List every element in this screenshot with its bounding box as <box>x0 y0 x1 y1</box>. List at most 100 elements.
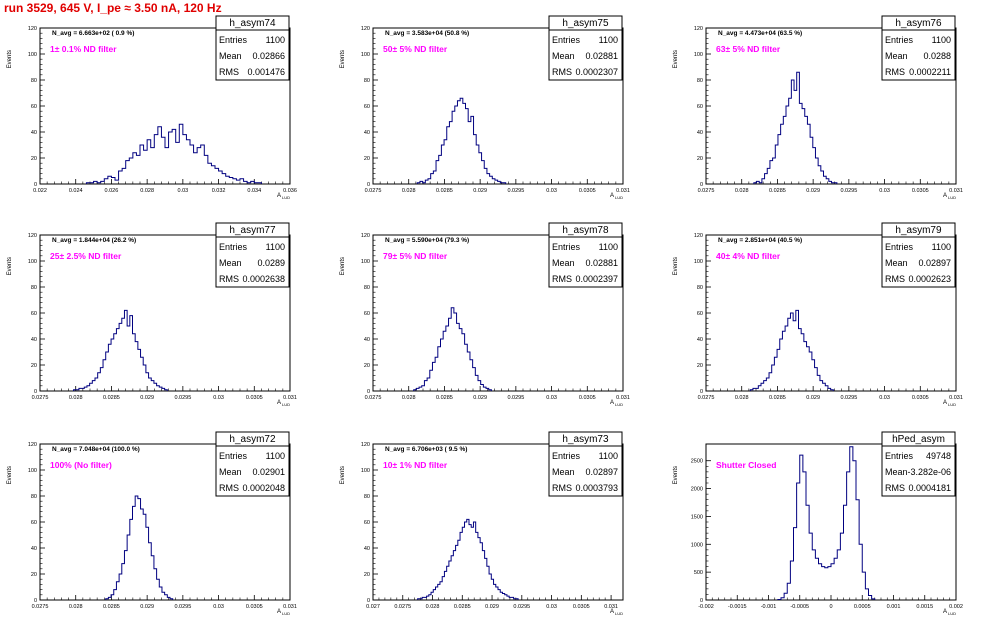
stats-label: RMS <box>219 67 239 77</box>
x-tick-label: 0.031 <box>283 395 297 401</box>
histogram-series <box>416 97 507 184</box>
x-tick-label: 0.0285 <box>436 188 453 194</box>
y-tick-label: 80 <box>697 78 703 84</box>
stats-label: Mean <box>552 258 575 268</box>
stats-value: 0.0002638 <box>242 274 285 284</box>
stats-value: 1100 <box>266 35 285 45</box>
x-axis-label-sub: LUD <box>948 195 956 200</box>
x-axis-label-sub: LUD <box>948 402 956 407</box>
x-tick-label: -0.001 <box>761 604 777 610</box>
filter-label: 1± 0.1% ND filter <box>50 44 117 54</box>
stats-label: Mean <box>885 258 908 268</box>
x-tick-label: 0.028 <box>735 188 749 194</box>
y-tick-label: 60 <box>31 520 37 526</box>
stats-value: 0.0002307 <box>575 67 618 77</box>
stats-label: Entries <box>552 451 581 461</box>
y-tick-label: 0 <box>367 598 370 604</box>
histogram-series <box>749 309 834 391</box>
stats-label: Entries <box>885 242 914 252</box>
histogram-panel-h_asym75: Events A LUD 0.0275 0.028 0.0285 0.029 0.0295 0.… <box>340 15 630 200</box>
stats-label: RMS <box>552 67 572 77</box>
x-tick-label: 0.031 <box>604 604 618 610</box>
y-tick-label: 20 <box>364 156 370 162</box>
y-tick-label: 20 <box>31 363 37 369</box>
navg-label: N_avg = 4.473e+04 (63.5 %) <box>718 30 802 37</box>
y-tick-label: 60 <box>31 311 37 317</box>
y-tick-label: 120 <box>28 26 37 32</box>
histogram-name: h_asym78 <box>562 225 609 236</box>
y-tick-label: 100 <box>28 259 37 265</box>
y-tick-label: 120 <box>361 442 370 448</box>
x-tick-label: 0 <box>829 604 832 610</box>
y-tick-label: 120 <box>694 26 703 32</box>
navg-label: N_avg = 2.851e+04 (40.5 %) <box>718 237 802 244</box>
y-tick-label: 40 <box>697 130 703 136</box>
histogram-panel-h_asym78: Events A LUD 0.0275 0.028 0.0285 0.029 0.0295 0.… <box>340 222 630 407</box>
x-tick-label: 0.03 <box>879 395 890 401</box>
x-axis-label: A <box>610 609 614 615</box>
x-tick-label: 0.031 <box>616 188 630 194</box>
stats-label: RMS <box>885 483 905 493</box>
y-tick-label: 100 <box>28 468 37 474</box>
histogram-panel-hPed_asym: Events A LUD -0.002 -0.0015 -0.001 -0.0005 0 0.0… <box>673 431 963 616</box>
y-tick-label: 20 <box>364 572 370 578</box>
stats-box <box>548 222 623 288</box>
x-axis-label-sub: LUD <box>282 195 290 200</box>
stats-label: Mean <box>552 467 575 477</box>
x-tick-label: 0.0295 <box>174 604 191 610</box>
x-tick-label: 0.0295 <box>174 395 191 401</box>
x-tick-label: 0.029 <box>140 604 154 610</box>
x-tick-label: 0.0275 <box>698 395 715 401</box>
x-tick-label: 0.031 <box>616 395 630 401</box>
y-tick-label: 120 <box>28 233 37 239</box>
x-tick-label: 0.028 <box>735 395 749 401</box>
y-tick-label: 100 <box>694 52 703 58</box>
stats-value: 1100 <box>932 35 951 45</box>
x-tick-label: 0.0295 <box>840 395 857 401</box>
filter-label: 50± 5% ND filter <box>383 44 448 54</box>
x-tick-label: 0.0275 <box>365 395 382 401</box>
x-tick-label: 0.03 <box>546 395 557 401</box>
stats-value: 0.0002623 <box>908 274 951 284</box>
x-tick-label: 0.03 <box>177 188 188 194</box>
histogram-series <box>753 71 838 184</box>
x-tick-label: 0.0015 <box>916 604 933 610</box>
stats-label: Entries <box>219 242 248 252</box>
y-axis-label: Events <box>673 466 679 484</box>
y-tick-label: 0 <box>700 598 703 604</box>
y-tick-label: 0 <box>34 182 37 188</box>
y-tick-label: 80 <box>31 285 37 291</box>
x-tick-label: 0.0275 <box>365 188 382 194</box>
x-tick-label: 0.0305 <box>246 604 263 610</box>
navg-label: N_avg = 3.583e+04 (50.8 %) <box>385 30 469 37</box>
stats-label: Entries <box>552 242 581 252</box>
y-tick-label: 100 <box>694 259 703 265</box>
x-axis-label-sub: LUD <box>615 611 623 616</box>
histogram-panel-h_asym79: Events A LUD 0.0275 0.028 0.0285 0.029 0.0295 0.… <box>673 222 963 407</box>
y-tick-label: 40 <box>364 546 370 552</box>
stats-value: 0.02866 <box>252 51 285 61</box>
stats-value: 0.02881 <box>585 258 618 268</box>
x-tick-label: 0.0275 <box>698 188 715 194</box>
x-tick-label: 0.03 <box>213 395 224 401</box>
stats-box <box>548 15 623 81</box>
stats-value: 0.0288 <box>923 51 951 61</box>
histogram-panel-h_asym77: Events A LUD 0.0275 0.028 0.0285 0.029 0.0295 0.… <box>7 222 297 407</box>
x-tick-label: 0.0285 <box>436 395 453 401</box>
stats-label: Mean <box>552 51 575 61</box>
stats-label: Mean <box>219 467 242 477</box>
histogram-name: h_asym76 <box>895 18 942 29</box>
histogram-name: h_asym72 <box>229 434 276 445</box>
x-tick-label: 0.0295 <box>507 395 524 401</box>
y-tick-label: 80 <box>364 494 370 500</box>
x-tick-label: 0.0285 <box>103 604 120 610</box>
x-tick-label: 0.026 <box>105 188 119 194</box>
filter-label: 40± 4% ND filter <box>716 251 781 261</box>
histogram-series <box>105 495 174 600</box>
y-tick-label: 1500 <box>691 514 703 520</box>
stats-label: Entries <box>219 451 248 461</box>
x-tick-label: 0.028 <box>402 395 416 401</box>
stats-box <box>215 222 290 288</box>
y-tick-label: 2500 <box>691 459 703 465</box>
x-tick-label: 0.0285 <box>454 604 471 610</box>
